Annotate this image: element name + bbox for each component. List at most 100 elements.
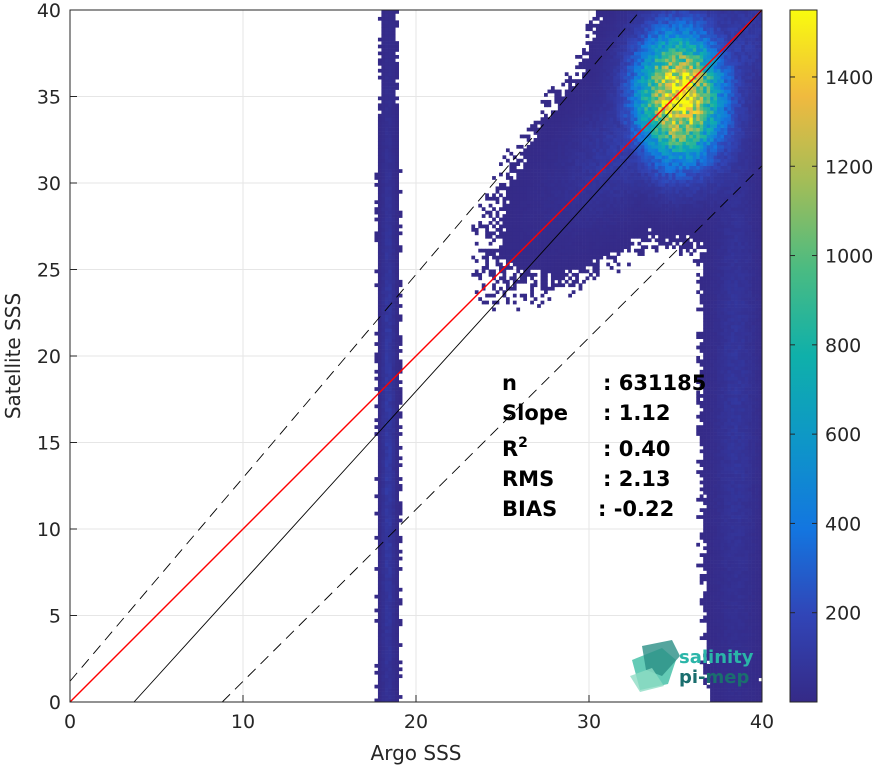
heat-cell xyxy=(699,473,704,478)
heat-cell xyxy=(381,293,386,298)
heat-cell xyxy=(678,61,683,66)
heat-cell xyxy=(388,560,393,564)
heat-cell xyxy=(606,165,611,170)
heat-cell xyxy=(381,698,386,703)
heat-cell xyxy=(647,165,652,170)
heat-cell xyxy=(533,189,538,194)
heat-cell xyxy=(651,189,656,194)
heat-cell xyxy=(630,124,635,128)
heat-cell xyxy=(602,176,607,180)
heat-cell xyxy=(654,61,659,66)
heat-cell xyxy=(530,158,534,163)
heat-cell xyxy=(682,141,687,146)
heat-cell xyxy=(692,89,697,94)
heat-cell xyxy=(384,79,389,83)
heat-cell xyxy=(381,362,386,367)
heat-cell xyxy=(384,23,389,28)
heat-cell xyxy=(616,89,621,94)
heat-cell xyxy=(391,297,396,301)
heat-cell xyxy=(544,186,548,191)
heat-cell xyxy=(384,99,389,104)
heat-cell xyxy=(547,89,552,94)
heat-cell xyxy=(561,117,566,122)
heat-cell xyxy=(595,183,600,187)
heat-cell xyxy=(544,141,548,146)
heat-cell xyxy=(377,224,382,229)
heat-cell xyxy=(381,660,386,665)
heat-cell xyxy=(609,68,614,73)
heat-cell xyxy=(381,141,386,146)
heat-cell xyxy=(557,169,562,173)
heat-cell xyxy=(384,428,389,433)
heat-cell xyxy=(668,13,673,18)
heat-cell xyxy=(554,196,559,201)
heat-cell xyxy=(699,30,704,35)
heat-cell xyxy=(599,37,604,42)
heat-cell xyxy=(672,54,676,59)
heat-cell xyxy=(578,169,583,173)
heat-cell xyxy=(637,214,642,218)
heat-cell xyxy=(395,504,399,509)
heat-cell xyxy=(395,677,399,682)
heat-cell xyxy=(554,162,559,166)
heat-cell xyxy=(502,214,507,218)
heat-cell xyxy=(395,515,399,519)
heat-cell xyxy=(637,113,642,118)
heat-cell xyxy=(388,425,393,429)
heat-cell xyxy=(699,169,704,173)
heat-cell xyxy=(391,553,396,557)
heat-cell xyxy=(544,93,548,97)
heat-cell xyxy=(672,169,676,173)
heat-cell xyxy=(540,172,545,177)
heat-cell xyxy=(381,16,386,21)
heat-cell xyxy=(620,58,624,63)
heat-cell xyxy=(554,217,559,222)
heat-cell xyxy=(571,224,576,229)
heat-cell xyxy=(526,272,531,277)
heat-cell xyxy=(672,234,676,239)
heat-cell xyxy=(550,234,555,239)
heat-cell xyxy=(391,636,396,641)
heat-cell xyxy=(384,224,389,229)
heat-cell xyxy=(589,272,593,277)
heat-cell xyxy=(381,560,386,564)
heat-cell xyxy=(502,207,507,211)
heat-cell xyxy=(544,144,548,149)
heat-cell xyxy=(602,127,607,132)
heat-cell xyxy=(540,176,545,180)
heat-cell xyxy=(388,331,393,336)
heat-cell xyxy=(606,54,611,59)
heat-cell xyxy=(388,196,393,201)
heat-cell xyxy=(537,238,541,243)
heat-cell xyxy=(592,16,597,21)
heat-cell xyxy=(499,286,503,291)
heat-cell xyxy=(381,155,386,160)
heat-cell xyxy=(564,155,569,160)
heat-cell xyxy=(384,560,389,564)
heat-cell xyxy=(578,106,583,111)
heat-cell xyxy=(485,196,489,201)
heat-cell xyxy=(384,591,389,596)
heat-cell xyxy=(381,497,386,502)
heat-cell xyxy=(696,44,701,49)
heat-cell xyxy=(582,245,586,250)
heat-cell xyxy=(526,231,531,236)
heat-cell xyxy=(616,65,621,70)
heat-cell xyxy=(377,394,382,398)
heat-cell xyxy=(696,113,701,118)
heat-cell xyxy=(602,86,607,90)
heat-cell xyxy=(547,155,552,160)
heat-cell xyxy=(395,82,399,87)
heat-cell xyxy=(613,148,617,153)
heat-cell xyxy=(377,639,382,644)
heat-cell xyxy=(377,532,382,537)
heat-cell xyxy=(391,490,396,495)
heat-cell xyxy=(377,51,382,56)
heat-cell xyxy=(550,248,555,253)
heat-cell xyxy=(613,158,617,163)
heat-cell xyxy=(575,189,579,194)
heat-cell xyxy=(699,234,704,239)
heat-cell xyxy=(557,269,562,274)
heat-cell xyxy=(568,189,572,194)
heat-cell xyxy=(384,470,389,474)
